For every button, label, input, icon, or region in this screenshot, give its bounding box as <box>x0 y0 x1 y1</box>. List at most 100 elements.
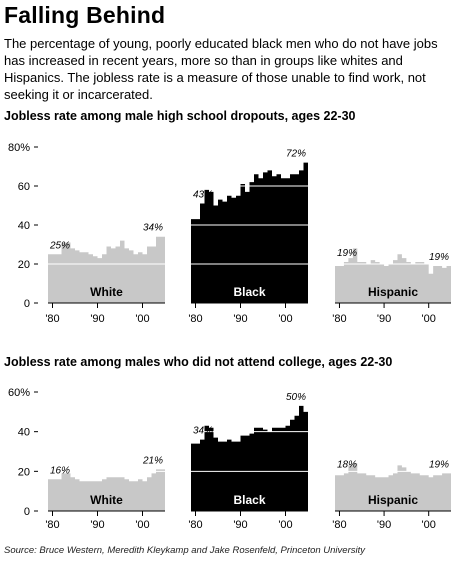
data-point-white-1999 <box>138 479 143 511</box>
panel-black-2: '80 '90 '00 Black 34% 50% <box>188 392 308 531</box>
data-point-hispanic-2003 <box>442 268 446 303</box>
data-point-white-1984 <box>71 248 76 303</box>
annotation-white-2003: 34% <box>143 223 163 234</box>
y-tick-label: 80% <box>8 142 30 154</box>
data-point-hispanic-1985 <box>362 473 366 511</box>
data-point-white-2001 <box>147 246 152 303</box>
data-point-hispanic-1979 <box>335 475 339 511</box>
series-area-hispanic <box>335 248 451 303</box>
data-point-black-1987 <box>227 196 232 303</box>
data-point-black-1979 <box>191 444 196 511</box>
data-point-white-1997 <box>129 250 134 303</box>
page-subtitle: The percentage of young, poorly educated… <box>4 36 438 102</box>
data-point-black-1985 <box>218 200 223 303</box>
data-point-white-1985 <box>75 250 80 303</box>
x-tick-label: '90 <box>90 313 104 325</box>
data-point-hispanic-1999 <box>424 264 428 303</box>
x-tick-label: '80 <box>45 313 59 325</box>
data-point-hispanic-2002 <box>438 266 442 303</box>
chart-2-title: Jobless rate among males who did not att… <box>4 355 392 369</box>
annotation-hispanic-1980: 19% <box>337 248 357 259</box>
data-point-black-2004 <box>304 412 309 511</box>
data-point-black-1982 <box>205 426 210 511</box>
data-point-black-2002 <box>295 416 300 511</box>
x-tick-label: '90 <box>90 519 104 531</box>
data-point-hispanic-1982 <box>348 465 352 511</box>
y-tick-label: 60 <box>18 181 30 193</box>
series-label-white: White <box>90 285 123 299</box>
x-tick-label: '90 <box>233 519 247 531</box>
data-point-black-1993 <box>254 174 259 303</box>
data-point-white-1981 <box>57 479 62 511</box>
data-point-black-1984 <box>214 438 219 511</box>
data-point-black-1998 <box>277 428 282 511</box>
annotation-hispanic-2003: 19% <box>429 252 449 263</box>
annotation-white-2003: 21% <box>142 455 163 466</box>
data-point-white-1984 <box>71 477 76 511</box>
data-point-black-1983 <box>209 428 214 511</box>
data-point-white-2003 <box>156 469 161 511</box>
data-point-white-1979 <box>48 479 53 511</box>
y-tick-label: 40 <box>18 427 30 439</box>
data-point-black-1983 <box>209 192 214 303</box>
data-point-white-1983 <box>66 473 71 511</box>
series-label-black: Black <box>233 493 265 507</box>
data-point-black-1980 <box>196 219 201 303</box>
data-point-black-1980 <box>196 444 201 511</box>
annotation-white-1980: 25% <box>49 240 70 251</box>
x-tick-label: '80 <box>188 519 202 531</box>
y-tick-label: 60% <box>8 387 30 399</box>
data-point-black-1998 <box>277 174 282 303</box>
data-point-white-1999 <box>138 252 143 303</box>
data-point-black-2001 <box>290 174 295 303</box>
data-point-black-1997 <box>272 428 277 511</box>
data-point-white-1979 <box>48 254 53 303</box>
series-area-white <box>48 236 165 303</box>
source-note: Source: Bruce Western, Meredith Kleykamp… <box>4 545 365 556</box>
x-tick-label: '80 <box>45 519 59 531</box>
data-point-hispanic-1998 <box>420 475 424 511</box>
data-point-black-2003 <box>299 406 304 511</box>
data-point-white-1996 <box>125 248 130 303</box>
x-tick-label: '90 <box>377 519 391 531</box>
data-point-white-2002 <box>152 246 157 303</box>
x-tick-label: '80 <box>188 313 202 325</box>
x-tick-label: '00 <box>135 519 149 531</box>
data-point-white-2003 <box>156 237 161 303</box>
data-point-hispanic-2004 <box>447 473 451 511</box>
data-point-white-1996 <box>125 479 130 511</box>
data-point-white-1997 <box>129 481 134 511</box>
data-point-white-2000 <box>143 254 148 303</box>
data-point-black-2004 <box>304 163 309 303</box>
data-point-hispanic-1982 <box>348 258 352 303</box>
series-label-hispanic: Hispanic <box>368 493 418 507</box>
data-point-white-1986 <box>80 481 85 511</box>
series-area-white <box>48 469 165 511</box>
data-point-white-1980 <box>53 479 58 511</box>
x-tick-label: '00 <box>278 519 292 531</box>
data-point-hispanic-2004 <box>447 266 451 303</box>
x-tick-label: '80 <box>332 519 346 531</box>
panel-hispanic-2: '80 '90 '00 Hispanic 18% 19% <box>332 431 451 531</box>
y-tick-label: 20 <box>18 259 30 271</box>
data-point-white-1982 <box>62 473 67 511</box>
data-point-black-1986 <box>223 442 228 511</box>
data-point-white-2004 <box>161 469 166 511</box>
x-tick-label: '90 <box>377 313 391 325</box>
data-point-white-2000 <box>143 481 148 511</box>
x-tick-label: '00 <box>422 313 436 325</box>
data-point-white-1986 <box>80 252 85 303</box>
data-point-black-1997 <box>272 176 277 303</box>
page-title: Falling Behind <box>4 2 166 28</box>
data-point-black-1984 <box>214 206 219 304</box>
panel-black-1: '80 '90 '00 Black 43% 72% <box>188 149 308 325</box>
data-point-hispanic-1981 <box>344 473 348 511</box>
data-point-white-1987 <box>84 481 89 511</box>
data-point-white-1998 <box>134 254 139 303</box>
data-point-white-1980 <box>53 254 58 303</box>
data-point-black-1985 <box>218 442 223 511</box>
data-point-black-1981 <box>200 204 205 303</box>
data-point-white-2001 <box>147 477 152 511</box>
series-label-black: Black <box>233 285 265 299</box>
data-point-black-1986 <box>223 202 228 303</box>
